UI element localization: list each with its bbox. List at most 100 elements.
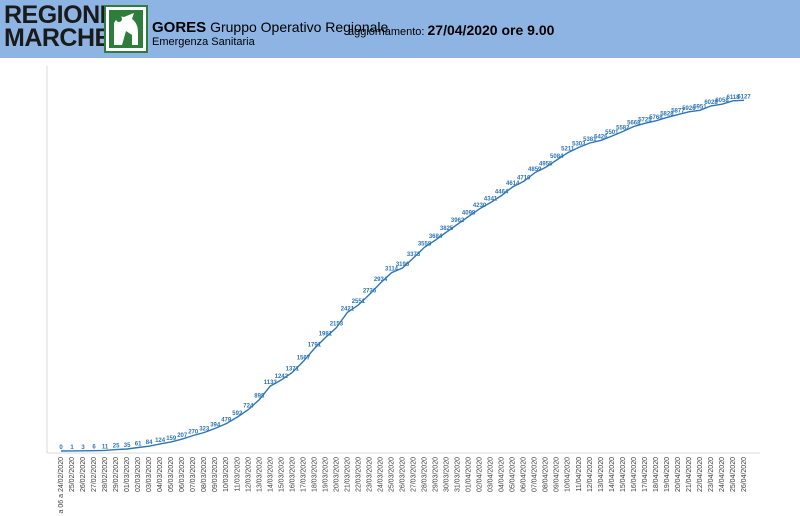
logo-line-1: REGIONE [4,1,116,29]
logo-line-2: MARCHE [4,24,111,52]
data-label: 5951 [693,104,707,110]
data-label: 4464 [495,190,509,196]
update-info: aggiornamento: 27/04/2020 ore 9.00 [348,22,554,38]
data-label: 4614 [506,181,520,187]
data-label: 6028 [704,100,718,106]
data-label: 4955 [539,161,553,167]
x-tick-label: 19/03/2020 [322,457,329,492]
x-tick-label: 25/04/2020 [730,457,737,492]
data-label: 11 [102,444,109,450]
data-label: 592 [232,411,243,417]
org-long-name-2: Emergenza Sanitaria [152,36,255,48]
data-label: 5211 [561,147,575,153]
x-tick-label: 08/03/2020 [201,457,208,492]
x-tick-label: 26/04/2020 [741,457,748,492]
x-tick-label: 01/03/2020 [124,457,131,492]
x-tick-label: 22/03/2020 [355,457,362,492]
x-tick-label: 11/03/2020 [234,457,241,492]
data-label: 1371 [286,367,300,373]
x-tick-label: 11/04/2020 [576,457,583,492]
x-tick-label: 20/03/2020 [333,457,340,492]
org-short-name: GORES [152,19,207,36]
x-tick-label: 12/04/2020 [587,457,594,492]
x-tick-label: 22/04/2020 [697,457,704,492]
data-label: 323 [199,427,210,433]
update-value: 27/04/2020 ore 9.00 [427,22,555,38]
x-tick-label: 10/04/2020 [565,457,572,492]
x-tick-label: 27/03/2020 [411,457,418,492]
x-tick-label: 07/04/2020 [532,457,539,492]
x-tick-label: 04/04/2020 [499,457,506,492]
x-tick-label: 14/03/2020 [267,457,274,492]
x-tick-label: 13/03/2020 [256,457,263,492]
data-label: 0 [59,445,63,451]
x-tick-label: 17/04/2020 [642,457,649,492]
data-label: 3825 [440,226,454,232]
x-tick-label: 02/03/2020 [135,457,142,492]
x-tick-label: 20/04/2020 [675,457,682,492]
data-label: 1981 [319,332,333,338]
x-tick-label: 05/04/2020 [510,457,517,492]
x-tick-label: 05/03/2020 [168,457,175,492]
data-label: 5828 [660,111,674,117]
x-tick-label: 26/02/2020 [80,457,87,492]
data-label: 6127 [737,94,751,100]
data-label: 3558 [418,241,432,247]
data-label: 394 [210,422,221,428]
x-tick-label: 16/03/2020 [289,457,296,492]
series-line [60,99,745,452]
x-tick-label: 24/03/2020 [378,457,385,492]
data-label: 1 [70,445,74,451]
data-label: 5582 [616,126,630,132]
data-label: 5725 [638,117,652,123]
data-label: 3114 [385,267,399,273]
data-label: 5768 [649,115,663,121]
data-label: 5926 [682,106,696,112]
data-label: 4341 [484,197,498,203]
data-label: 2153 [330,322,344,328]
update-label: aggiornamento: [348,26,425,38]
x-tick-label: 01/04/2020 [466,457,473,492]
data-label: 1567 [297,355,311,361]
x-tick-label: 21/03/2020 [344,457,351,492]
x-tick-label: 23/04/2020 [708,457,715,492]
data-label: 270 [188,430,199,436]
x-tick-label: 03/03/2020 [146,457,153,492]
data-label: 2934 [374,277,388,283]
data-label: 3684 [429,234,443,240]
data-label: 5303 [572,141,586,147]
data-label: 5381 [583,137,597,143]
x-tick-label: 02/04/2020 [477,457,484,492]
x-tick-label: 29/03/2020 [433,457,440,492]
data-label: 479 [221,418,232,424]
data-label: 84 [146,440,153,446]
x-tick-label: 23/03/2020 [367,457,374,492]
data-label: 5877 [671,109,685,115]
x-tick-label: 08/04/2020 [543,457,550,492]
regione-marche-emblem-icon [104,5,148,53]
x-tick-label: 04/03/2020 [157,457,164,492]
data-label: 207 [177,433,188,439]
x-tick-label: 09/04/2020 [554,457,561,492]
data-label: 6118 [726,95,740,101]
x-tick-label: 29/02/2020 [113,457,120,492]
x-tick-label: 13/04/2020 [598,457,605,492]
data-label: 3196 [396,262,410,268]
x-tick-label: 07/03/2020 [190,457,197,492]
x-tick-label: 06/04/2020 [521,457,528,492]
data-label: 724 [243,404,254,410]
data-label: 1791 [308,343,322,349]
data-label: 4859 [528,167,542,173]
header-banner: REGIONE MARCHE GORES Gruppo Operativo Re… [0,0,800,58]
x-tick-label: 21/04/2020 [686,457,693,492]
data-label: 6058 [715,98,729,104]
data-label: 3962 [451,218,465,224]
x-tick-label: 27/02/2020 [91,457,98,492]
data-label: 3373 [407,252,421,258]
x-tick-label: 25/02/2020 [69,457,76,492]
regione-marche-logo-text: REGIONE MARCHE [4,1,116,52]
x-tick-label: 28/02/2020 [102,457,109,492]
data-label: 5084 [550,154,564,160]
